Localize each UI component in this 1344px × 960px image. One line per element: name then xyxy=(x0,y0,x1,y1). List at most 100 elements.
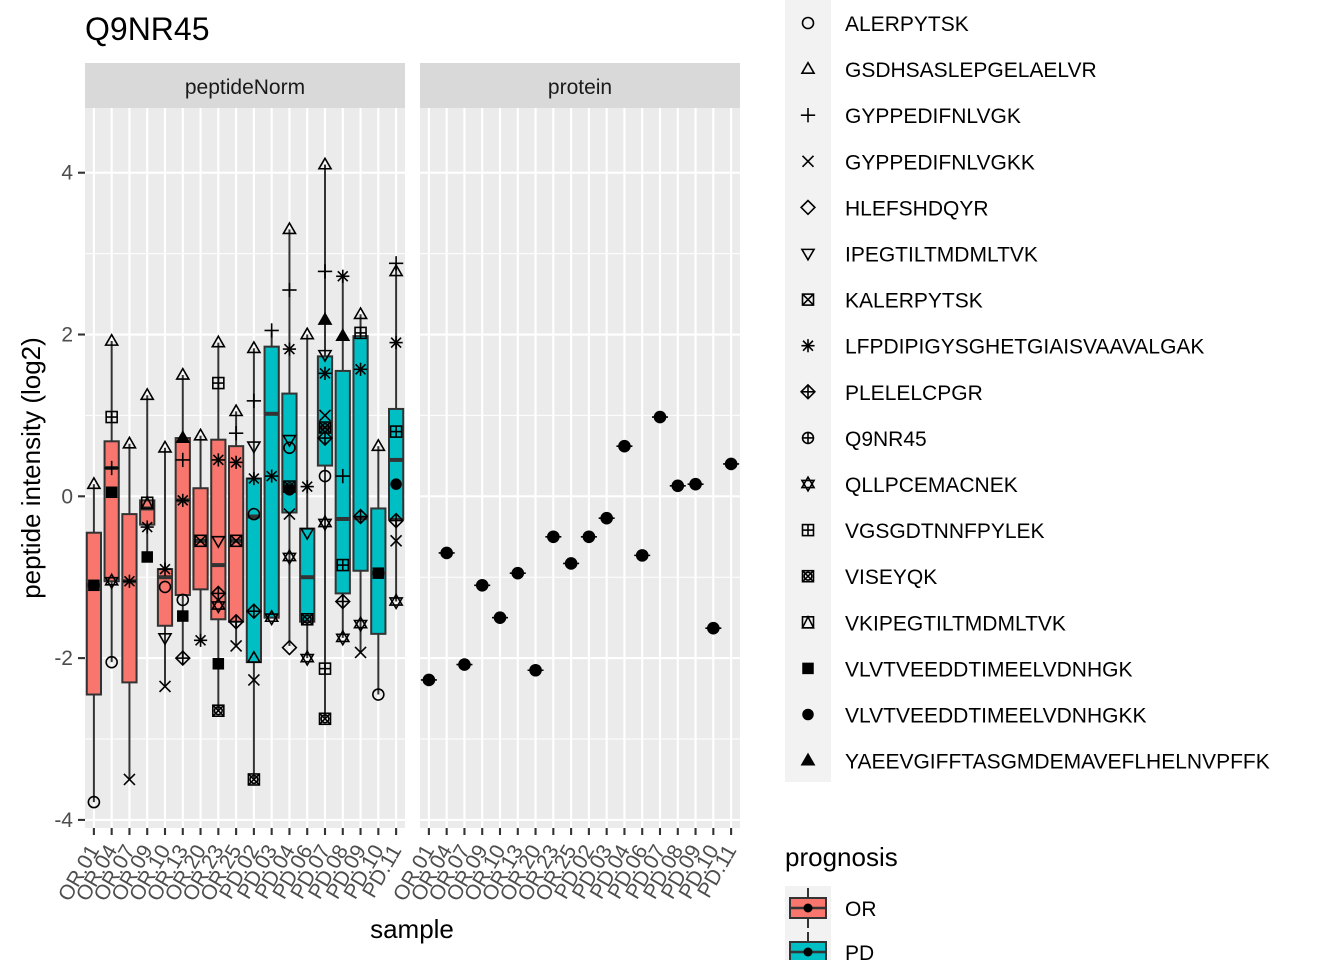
facet-strip xyxy=(420,63,740,108)
data-point xyxy=(353,615,368,633)
panels: peptideNorm protein xyxy=(85,63,740,828)
data-point xyxy=(299,649,315,667)
data-point xyxy=(335,468,350,484)
data-point xyxy=(175,367,191,380)
legend-key-symbol xyxy=(800,475,816,493)
data-point xyxy=(372,567,385,579)
data-point xyxy=(210,597,226,614)
y-tick-label: -4 xyxy=(54,809,73,832)
legend-label: KALERPYTSK xyxy=(845,290,983,313)
protein-point xyxy=(492,611,508,624)
legend-item: KALERPYTSK xyxy=(801,290,983,313)
data-point xyxy=(335,328,351,342)
data-point xyxy=(354,646,367,659)
legend-label: PD xyxy=(845,942,874,960)
data-point xyxy=(318,712,332,726)
data-point xyxy=(299,527,315,541)
legend-label: VKIPEGTILTMDMLTVK xyxy=(845,612,1066,635)
data-point xyxy=(317,514,333,532)
legend-label: QLLPCEMACNEK xyxy=(845,474,1018,497)
legend-item: VISEYQK xyxy=(801,566,937,589)
data-point xyxy=(158,562,172,576)
data-point xyxy=(283,508,296,521)
y-axis-title: peptide intensity (log2) xyxy=(16,337,46,599)
data-point xyxy=(265,469,279,483)
data-point xyxy=(140,520,154,534)
legend-label: Q9NR45 xyxy=(845,428,927,451)
box-body xyxy=(299,527,316,623)
data-point xyxy=(282,282,297,298)
data-point xyxy=(317,349,333,363)
legend-label: GYPPEDIFNLVGKK xyxy=(845,151,1035,174)
y-tick-label: 0 xyxy=(61,485,73,508)
boxplot-OR.07 xyxy=(121,443,138,780)
legend-title: prognosis xyxy=(785,842,898,872)
data-point xyxy=(210,535,226,549)
data-point xyxy=(212,658,225,670)
legend-key-symbol xyxy=(802,708,814,721)
panel-background xyxy=(85,108,405,828)
protein-point xyxy=(509,566,526,580)
data-point xyxy=(193,427,208,441)
data-point xyxy=(177,610,189,622)
data-point xyxy=(140,495,155,510)
protein-point xyxy=(616,439,633,453)
data-point xyxy=(335,629,351,647)
protein-point xyxy=(420,673,437,687)
data-point xyxy=(388,263,404,277)
data-point xyxy=(104,333,120,346)
protein-point xyxy=(634,549,651,562)
legend-item: PD xyxy=(785,930,874,960)
data-point xyxy=(299,326,315,340)
data-point xyxy=(300,480,314,494)
x-axis: OR.01OR.04OR.07OR.09OR.10OR.13OR.20OR.23… xyxy=(54,828,741,905)
legend-key-symbol xyxy=(801,339,815,353)
protein-point xyxy=(527,663,544,677)
y-tick-label: 4 xyxy=(61,162,73,185)
legend-label: ALERPYTSK xyxy=(845,13,969,36)
legend-item: OR xyxy=(785,886,877,930)
data-point xyxy=(246,650,262,664)
data-point xyxy=(228,426,244,441)
data-point xyxy=(247,471,261,486)
legend-key-symbol xyxy=(802,662,814,675)
data-point xyxy=(158,680,172,693)
data-point xyxy=(388,512,405,529)
legend-item: PLELELCPGR xyxy=(799,382,983,405)
legend-key-symbol xyxy=(800,108,816,123)
boxplot-OR.04 xyxy=(103,340,120,663)
legend-label: VISEYQK xyxy=(845,566,937,589)
legend-label: GYPPEDIFNLVGK xyxy=(845,105,1021,128)
data-point xyxy=(246,340,262,354)
legend-item: VLVTVEEDDTIMEELVDNHGKK xyxy=(802,705,1146,728)
data-point xyxy=(176,493,190,507)
legend-item: LFPDIPIGYSGHETGIAISVAAVALGAK xyxy=(801,336,1204,359)
data-point xyxy=(174,650,191,667)
protein-point xyxy=(687,477,704,491)
protein-point xyxy=(598,511,615,525)
legend-label: PLELELCPGR xyxy=(845,382,983,405)
legend-label: LFPDIPIGYSGHETGIAISVAAVALGAK xyxy=(845,336,1204,359)
data-point xyxy=(104,460,119,476)
data-point xyxy=(389,336,403,350)
legend-key-point xyxy=(803,903,813,913)
box-body xyxy=(85,531,103,696)
protein-point xyxy=(652,410,668,424)
data-point xyxy=(353,306,368,320)
legend-label: OR xyxy=(845,898,877,921)
legend-key-symbol xyxy=(799,199,817,216)
legend-prognosis: prognosis OR PD xyxy=(785,842,898,960)
box-body xyxy=(245,477,262,664)
data-point xyxy=(88,579,100,592)
legend-label: YAEEVGIFFTASGMDEMAVEFLHELNVPFFK xyxy=(845,751,1270,774)
y-tick-label: 2 xyxy=(61,324,73,347)
data-point xyxy=(336,269,350,283)
protein-points xyxy=(420,410,740,687)
data-point xyxy=(388,256,404,271)
legend-item: VLVTVEEDDTIMEELVDNHGK xyxy=(802,658,1132,681)
data-point xyxy=(389,425,403,438)
data-point xyxy=(193,633,208,647)
data-point xyxy=(283,484,296,496)
data-point xyxy=(122,435,137,449)
legend-key-symbol xyxy=(801,155,815,168)
